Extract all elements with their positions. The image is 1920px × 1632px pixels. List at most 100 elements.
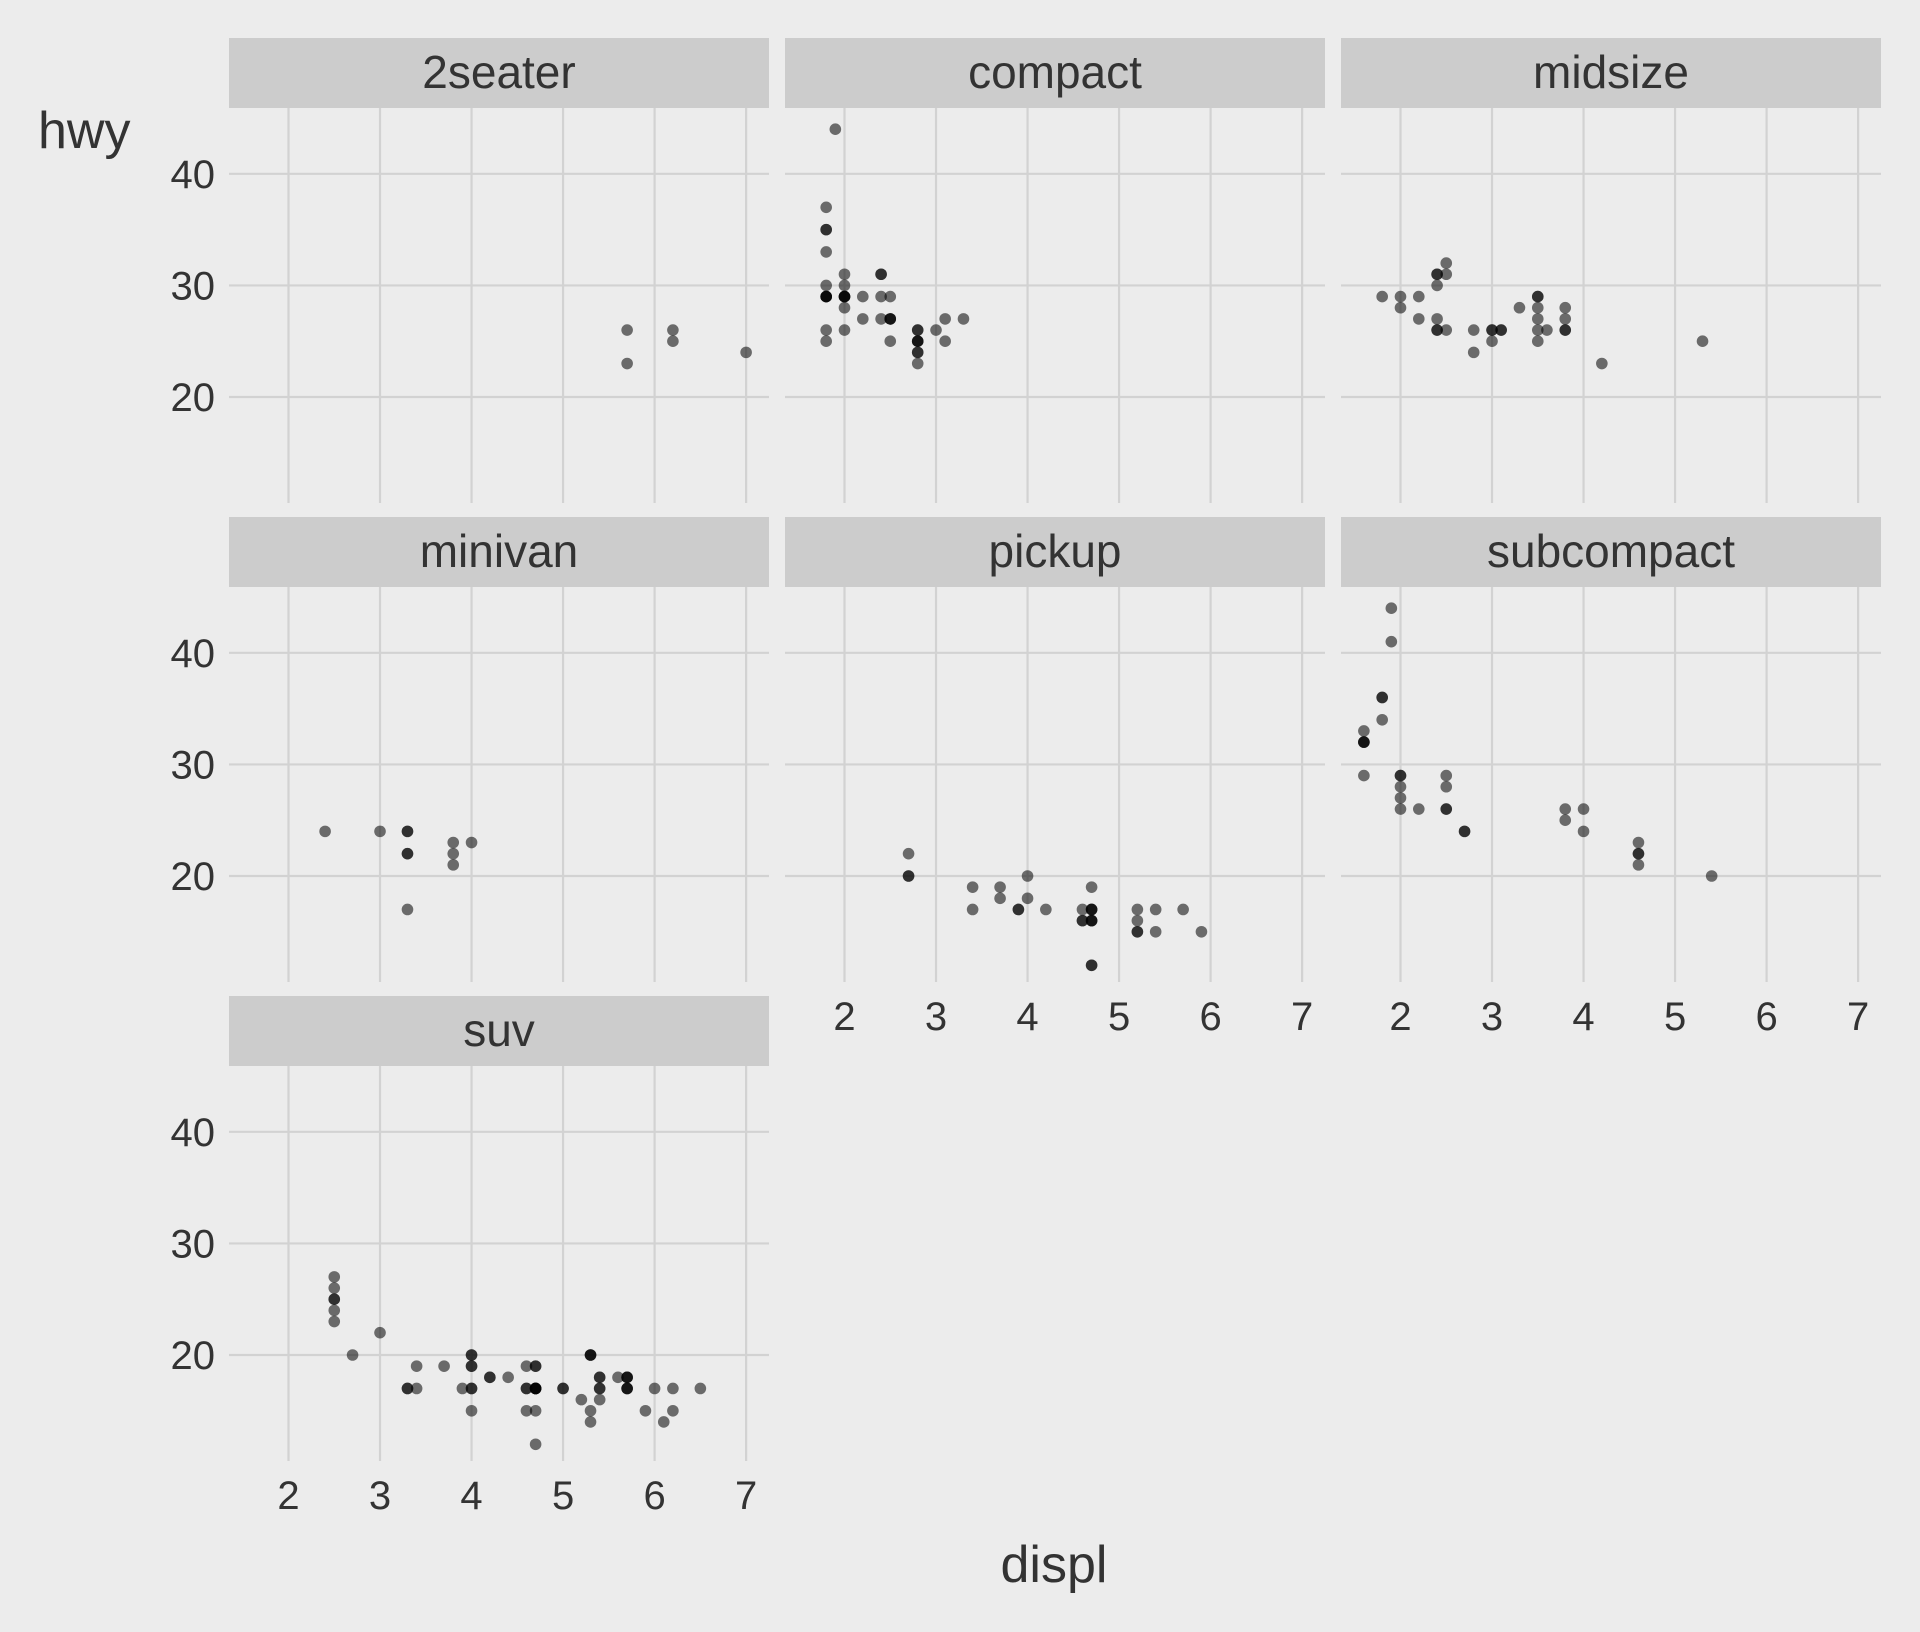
facet-strip-minivan <box>229 517 769 587</box>
data-point <box>1513 301 1526 314</box>
data-point <box>1412 313 1425 325</box>
data-point <box>820 335 832 348</box>
data-point <box>621 357 633 370</box>
y-axis-title: hwy <box>38 102 130 160</box>
data-point <box>346 1349 359 1361</box>
data-point <box>838 324 851 336</box>
data-point <box>401 847 414 860</box>
data-point <box>575 1393 588 1406</box>
data-point <box>875 290 887 303</box>
data-point <box>838 290 851 303</box>
x-tick-label: 3 <box>369 1474 391 1518</box>
data-point <box>994 881 1006 893</box>
data-point <box>401 825 414 838</box>
data-point <box>374 1326 386 1339</box>
data-point <box>1131 925 1144 938</box>
data-point <box>902 870 915 882</box>
data-point <box>1559 814 1572 827</box>
data-point <box>1577 825 1590 838</box>
panel-pickup: pickup 2 3 4 5 6 7 <box>785 517 1325 1039</box>
data-point <box>438 1360 450 1372</box>
data-point <box>911 346 924 359</box>
data-point <box>447 836 460 849</box>
data-point <box>1705 870 1718 882</box>
data-point <box>740 346 752 359</box>
data-point <box>1195 925 1208 938</box>
data-point <box>1076 914 1089 927</box>
y-tick-label: 40 <box>171 1111 216 1155</box>
data-point <box>911 324 924 336</box>
data-point <box>1531 290 1544 303</box>
data-point <box>1394 301 1407 314</box>
data-point <box>520 1404 533 1417</box>
y-tick-label: 30 <box>171 264 216 308</box>
data-point <box>410 1382 423 1395</box>
data-point <box>648 1382 661 1395</box>
data-point <box>1085 914 1098 927</box>
data-point <box>1467 346 1480 359</box>
data-point <box>1021 892 1034 905</box>
data-point <box>667 324 679 336</box>
facet-strip-compact <box>785 38 1325 108</box>
data-point <box>820 201 832 214</box>
data-point <box>1040 903 1052 916</box>
data-point <box>1440 780 1453 793</box>
facet-strip-midsize <box>1341 38 1881 108</box>
x-tick-label: 6 <box>1755 995 1777 1039</box>
data-point <box>1559 313 1572 325</box>
data-point <box>1541 324 1553 336</box>
data-point <box>838 279 851 292</box>
data-point <box>1431 324 1443 336</box>
data-point <box>667 1404 679 1417</box>
data-point <box>328 1315 341 1328</box>
data-point <box>884 290 897 303</box>
data-point <box>520 1382 533 1395</box>
data-point <box>639 1404 652 1417</box>
facet-strip-subcompact <box>1341 517 1881 587</box>
data-point <box>374 825 386 838</box>
panel-minivan: minivan 20 30 40 <box>171 517 769 982</box>
facet-label-pickup: pickup <box>989 525 1122 577</box>
data-point <box>557 1382 569 1395</box>
data-point <box>667 335 679 348</box>
data-point <box>1012 903 1025 916</box>
data-point <box>1394 290 1407 303</box>
data-point <box>1531 313 1544 325</box>
data-point <box>1495 324 1507 336</box>
data-point <box>328 1282 341 1294</box>
panel-midsize: midsize <box>1341 38 1881 503</box>
data-point <box>520 1360 533 1372</box>
x-tick-label: 4 <box>1016 995 1038 1039</box>
data-point <box>856 313 869 325</box>
data-point <box>529 1438 542 1451</box>
data-point <box>966 903 979 916</box>
facet-label-subcompact: subcompact <box>1487 525 1735 577</box>
data-point <box>1085 881 1098 893</box>
data-point <box>1467 324 1480 336</box>
facet-label-midsize: midsize <box>1533 46 1689 98</box>
data-point <box>1696 335 1709 348</box>
data-point <box>593 1393 606 1406</box>
data-point <box>502 1371 514 1384</box>
facet-panels: 2seater 20 30 40 compact midsize minivan 20 30 40… <box>171 38 1881 1518</box>
data-point <box>1531 324 1544 336</box>
data-point <box>328 1304 341 1317</box>
data-point <box>1149 925 1162 938</box>
data-point <box>593 1382 606 1395</box>
data-point <box>875 313 887 325</box>
data-point <box>401 903 414 916</box>
data-point <box>1177 903 1189 916</box>
data-point <box>401 1382 414 1395</box>
data-point <box>1596 357 1608 370</box>
data-point <box>584 1404 597 1417</box>
x-axis-title: displ <box>1001 1536 1108 1594</box>
data-point <box>994 892 1006 905</box>
data-point <box>1376 290 1388 303</box>
data-point <box>820 324 832 336</box>
data-point <box>1394 780 1407 793</box>
data-point <box>447 847 460 860</box>
data-point <box>1632 859 1645 871</box>
facet-strip-2seater <box>229 38 769 108</box>
data-point <box>829 123 842 136</box>
